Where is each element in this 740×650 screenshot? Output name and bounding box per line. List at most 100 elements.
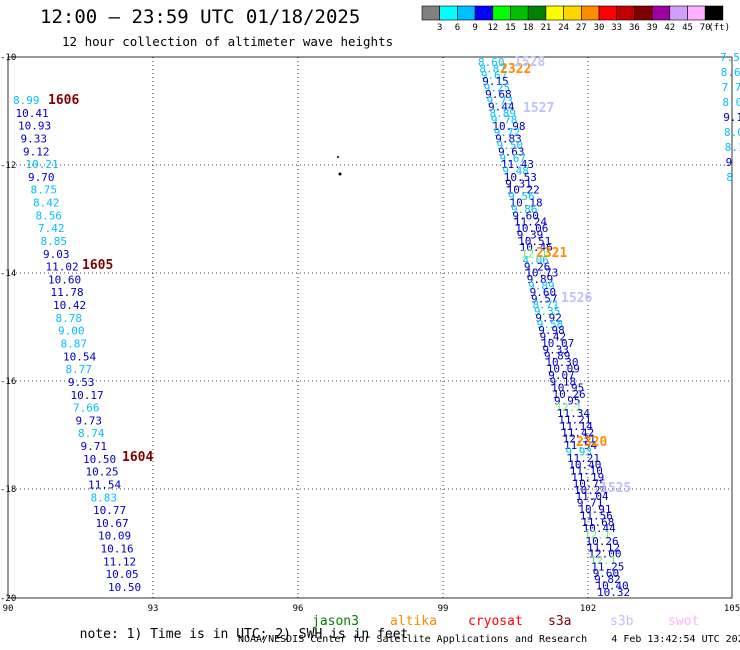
- wave-height-label: 10.26: [586, 535, 619, 548]
- wave-height-label: 11.14: [560, 420, 593, 433]
- wave-height-label: 10.77: [93, 504, 126, 517]
- wave-height-label: 9.56: [508, 190, 534, 203]
- satellite-legend-swot: swot: [668, 614, 699, 629]
- wave-height-label: 12.00: [588, 548, 621, 561]
- wave-height-label: 11.56: [580, 509, 613, 522]
- wave-height-label: 10.41: [16, 107, 49, 120]
- wave-height-label: 11.12: [587, 541, 620, 554]
- colorbar-label: 15: [505, 23, 516, 33]
- wave-height-label: 11.02: [46, 261, 79, 274]
- pass-time-label: 2321: [536, 246, 567, 261]
- wave-height-label: 9.68: [485, 88, 512, 101]
- wave-height-label: 9.92: [535, 311, 562, 324]
- colorbar-swatch: [457, 5, 476, 21]
- wave-height-label: 9.44: [488, 101, 515, 114]
- wave-height-label: 8.77: [66, 363, 93, 376]
- wave-height-label: 9.07: [548, 369, 575, 382]
- wave-height-label: 9.03: [43, 248, 70, 261]
- wave-height-label: 10.09: [98, 530, 131, 543]
- satellite-legend-s3b: s3b: [610, 614, 634, 629]
- wave-height-label: 10.16: [101, 543, 134, 556]
- wave-height-label: 7.66: [73, 402, 100, 415]
- wave-height-label: 10.95: [551, 382, 584, 395]
- wave-height-label: 8: [726, 171, 733, 184]
- lat-tick-label: -14: [0, 269, 16, 279]
- wave-height-label: 9.89: [527, 273, 554, 286]
- wave-height-label: 8.74: [78, 427, 105, 440]
- wave-height-label: 9.95: [554, 394, 581, 407]
- colorbar-label: 3: [437, 23, 442, 33]
- colorbar-unit: (ft): [708, 23, 730, 33]
- wave-height-label: 9.70: [28, 171, 55, 184]
- wave-height-label: 9.42: [540, 331, 567, 344]
- lat-tick-label: -12: [0, 161, 16, 171]
- wave-height-label: 9.26: [524, 260, 551, 273]
- wave-height-label: 11.54: [88, 478, 121, 491]
- wave-height-label: 11.12: [103, 555, 136, 568]
- wave-height-label: 10.67: [96, 517, 129, 530]
- wave-height-label: 9.53: [68, 376, 95, 389]
- colorbar-label: 36: [629, 23, 640, 33]
- observations-layer: 8.9910.4110.939.339.1210.219.708.758.428…: [13, 51, 740, 629]
- lat-lon-grid: [7, 56, 733, 599]
- wave-height-label: 9.1: [723, 111, 740, 124]
- map-frame: [7, 56, 733, 599]
- colorbar-swatch: [563, 5, 582, 21]
- wave-height-label: 7.42: [38, 222, 65, 235]
- wave-height-label: 9.73: [76, 414, 103, 427]
- wave-height-label: 8.85: [41, 235, 68, 248]
- color-scale-legend: 3 6 9 12 15 18 21 24 27 30 33 36 39 42 45 70(ft): [421, 5, 730, 33]
- colorbar-swatch: [580, 5, 600, 21]
- wave-height-label: 9.83: [495, 133, 522, 146]
- lat-tick-label: -10: [0, 53, 16, 63]
- colorbar-label: 9: [472, 23, 477, 33]
- satellite-legend-s3a: s3a: [548, 614, 571, 629]
- wave-height-label: 8.1: [725, 141, 740, 154]
- wave-height-label: 7.7: [722, 81, 740, 94]
- wave-height-label: 12.1: [555, 401, 582, 414]
- wave-height-label: 9.82: [594, 573, 621, 586]
- wave-height-label: 9.15: [482, 75, 509, 88]
- wave-height-label: 8.87: [61, 338, 88, 351]
- page-title: 12:00 – 23:59 UTC 01/18/2025: [40, 6, 361, 28]
- colorbar-swatch: [651, 5, 671, 21]
- satellite-legend-cryosat: cryosat: [468, 614, 523, 629]
- lon-tick-label: 105: [724, 604, 740, 614]
- colorbar-swatch: [527, 5, 547, 21]
- wave-height-label: 11.43: [501, 158, 534, 171]
- lon-tick-label: 96: [293, 604, 304, 614]
- wave-height-label: 10.18: [510, 196, 543, 209]
- wave-height-label: 4.06: [522, 254, 549, 267]
- wave-height-label: 10.91: [578, 503, 611, 516]
- wave-height-label: 10.30: [545, 356, 578, 369]
- wave-height-label: 9.93: [565, 446, 592, 459]
- wave-height-label: 8.78: [56, 312, 83, 325]
- wave-height-label: 9.58: [537, 318, 564, 331]
- colorbar-swatch: [492, 5, 511, 21]
- colorbar-swatch: [439, 5, 458, 21]
- wave-height-label: 10.24: [574, 484, 607, 497]
- colorbar-swatch: [687, 5, 706, 21]
- lon-tick-label: 102: [580, 604, 596, 614]
- page-subtitle: 12 hour collection of altimeter wave hei…: [62, 34, 394, 49]
- colorbar-swatch: [634, 5, 653, 21]
- colorbar-label: 21: [540, 23, 551, 33]
- colorbar-swatch: [616, 5, 635, 21]
- wave-height-label: 11.68: [581, 516, 614, 529]
- island-marker: [337, 156, 342, 176]
- wave-height-label: 10.98: [492, 120, 525, 133]
- wave-height-label: 9.60: [530, 286, 557, 299]
- wave-height-label: 12.1: [521, 248, 548, 261]
- pass-time-label: 1606: [48, 93, 79, 108]
- colorbar-label: 12: [487, 23, 498, 33]
- wave-height-label: 11.04: [575, 490, 608, 503]
- wave-height-label: 9.78: [491, 113, 518, 126]
- wave-height-label: 10.50: [108, 581, 141, 594]
- colorbar-label: 39: [647, 23, 658, 33]
- wave-height-label: 10.51: [518, 235, 551, 248]
- wave-height-label: 10.44: [583, 522, 616, 535]
- wave-height-label: 8.99: [13, 94, 40, 107]
- wave-height-label: 10.26: [553, 388, 586, 401]
- colorbar-swatch: [474, 5, 494, 21]
